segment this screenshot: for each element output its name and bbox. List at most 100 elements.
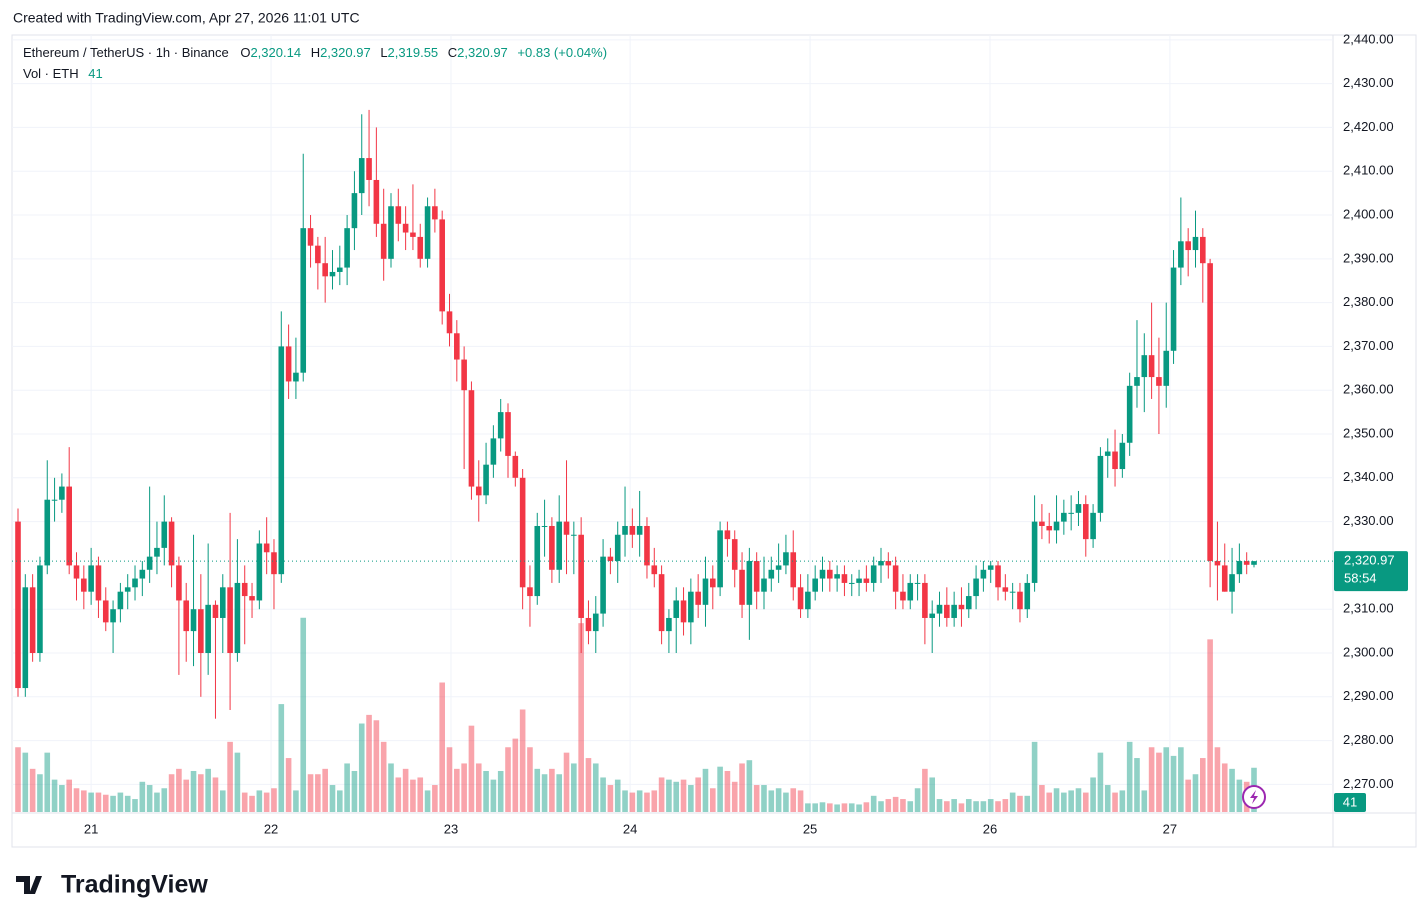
volume-bar bbox=[1192, 774, 1199, 812]
candle-body bbox=[512, 455, 519, 478]
candle-body bbox=[848, 582, 855, 584]
candle-body bbox=[1207, 263, 1213, 562]
volume-bar bbox=[1031, 741, 1038, 812]
volume-bar bbox=[44, 752, 51, 812]
volume-bar bbox=[746, 760, 753, 812]
volume-bar bbox=[549, 768, 555, 812]
volume-bar bbox=[761, 785, 767, 812]
candle-body bbox=[936, 604, 943, 614]
volume-bar bbox=[856, 804, 862, 812]
volume-bar bbox=[987, 799, 994, 812]
candle-body bbox=[519, 477, 526, 588]
candle-body bbox=[424, 206, 431, 259]
last-price-box bbox=[1334, 551, 1408, 592]
volume-bar bbox=[622, 790, 628, 812]
candle-body bbox=[176, 565, 182, 601]
candle-body bbox=[1148, 355, 1155, 378]
candle-body bbox=[1192, 236, 1199, 251]
candle-body bbox=[249, 596, 255, 601]
volume-bar bbox=[497, 770, 504, 812]
volume-bar bbox=[132, 799, 138, 812]
volume-bar bbox=[66, 779, 72, 812]
volume-bar bbox=[965, 799, 972, 812]
volume-bar bbox=[644, 792, 650, 812]
candle-body bbox=[1251, 561, 1257, 565]
y-tick-label: 2,270.00 bbox=[1343, 776, 1394, 791]
candle-body bbox=[1104, 451, 1111, 456]
candle-body bbox=[1046, 525, 1053, 531]
candle-body bbox=[1221, 565, 1228, 592]
candle-body bbox=[227, 587, 233, 654]
volume-bar bbox=[512, 738, 519, 812]
candle-body bbox=[1178, 241, 1184, 268]
candle-body bbox=[578, 534, 584, 618]
candle-body bbox=[797, 587, 804, 610]
volume-bar bbox=[1236, 779, 1243, 812]
candle-body bbox=[124, 587, 131, 592]
y-tick-label: 2,340.00 bbox=[1343, 469, 1394, 484]
candle-body bbox=[1039, 521, 1045, 526]
volume-bar bbox=[1156, 752, 1162, 812]
candle-body bbox=[468, 390, 475, 487]
y-tick-label: 2,440.00 bbox=[1343, 31, 1394, 46]
volume-bar bbox=[117, 792, 124, 812]
volume-bar bbox=[958, 803, 965, 812]
candle-body bbox=[680, 600, 687, 623]
candle-body bbox=[622, 525, 628, 535]
volume-bar bbox=[571, 763, 577, 812]
candle-body bbox=[1053, 521, 1060, 531]
y-tick-label: 2,280.00 bbox=[1343, 732, 1394, 747]
volume-pane bbox=[15, 617, 1257, 812]
volume-bar bbox=[358, 723, 365, 812]
candle-body bbox=[563, 521, 570, 535]
volume-bar bbox=[483, 770, 489, 812]
candle-body bbox=[878, 561, 884, 566]
ohlc-value: 2,319.55 bbox=[388, 45, 439, 60]
volume-bar bbox=[1039, 785, 1045, 812]
candle-body bbox=[1163, 350, 1170, 386]
volume-bar bbox=[944, 801, 950, 812]
candle-body bbox=[658, 574, 665, 632]
candle-body bbox=[483, 464, 489, 496]
volume-bar bbox=[1141, 790, 1148, 812]
volume-bar bbox=[900, 799, 906, 812]
volume-bar bbox=[95, 792, 102, 812]
volume-bar bbox=[731, 781, 738, 812]
x-tick-label: 25 bbox=[803, 821, 817, 836]
volume-bar bbox=[1002, 799, 1009, 812]
volume-bar bbox=[227, 741, 233, 812]
candle-body bbox=[198, 609, 204, 654]
grid bbox=[12, 35, 1333, 812]
candle-body bbox=[556, 521, 563, 570]
candle-body bbox=[475, 486, 482, 496]
candle-body bbox=[139, 569, 146, 579]
change: +0.83 (+0.04%) bbox=[517, 45, 607, 60]
candle-body bbox=[673, 600, 680, 618]
candle-body bbox=[1214, 561, 1221, 566]
volume-bar bbox=[534, 768, 541, 812]
ohlc-value: 2,320.97 bbox=[320, 45, 371, 60]
volume-bar bbox=[1097, 752, 1104, 812]
volume-bar bbox=[541, 774, 548, 812]
candle-body bbox=[263, 543, 270, 553]
candle-body bbox=[505, 412, 511, 456]
candle-body bbox=[307, 228, 314, 246]
volume-bar bbox=[695, 777, 701, 812]
volume-bar bbox=[475, 763, 482, 812]
candle-body bbox=[746, 561, 753, 605]
candle-body bbox=[995, 565, 1001, 588]
ohlc-key: L bbox=[380, 45, 387, 60]
candle-body bbox=[724, 530, 731, 540]
volume-bar bbox=[1119, 790, 1126, 812]
volume-bar bbox=[424, 790, 431, 812]
volume-bar bbox=[329, 785, 336, 812]
volume-bar bbox=[461, 763, 467, 812]
y-tick-label: 2,410.00 bbox=[1343, 163, 1394, 178]
candle-body bbox=[1090, 512, 1096, 540]
candle-body bbox=[293, 372, 299, 382]
candle-body bbox=[614, 534, 621, 562]
volume-bar bbox=[519, 709, 526, 812]
candle-body bbox=[1009, 591, 1016, 593]
candle-body bbox=[1068, 512, 1074, 514]
candle-body bbox=[907, 582, 914, 601]
